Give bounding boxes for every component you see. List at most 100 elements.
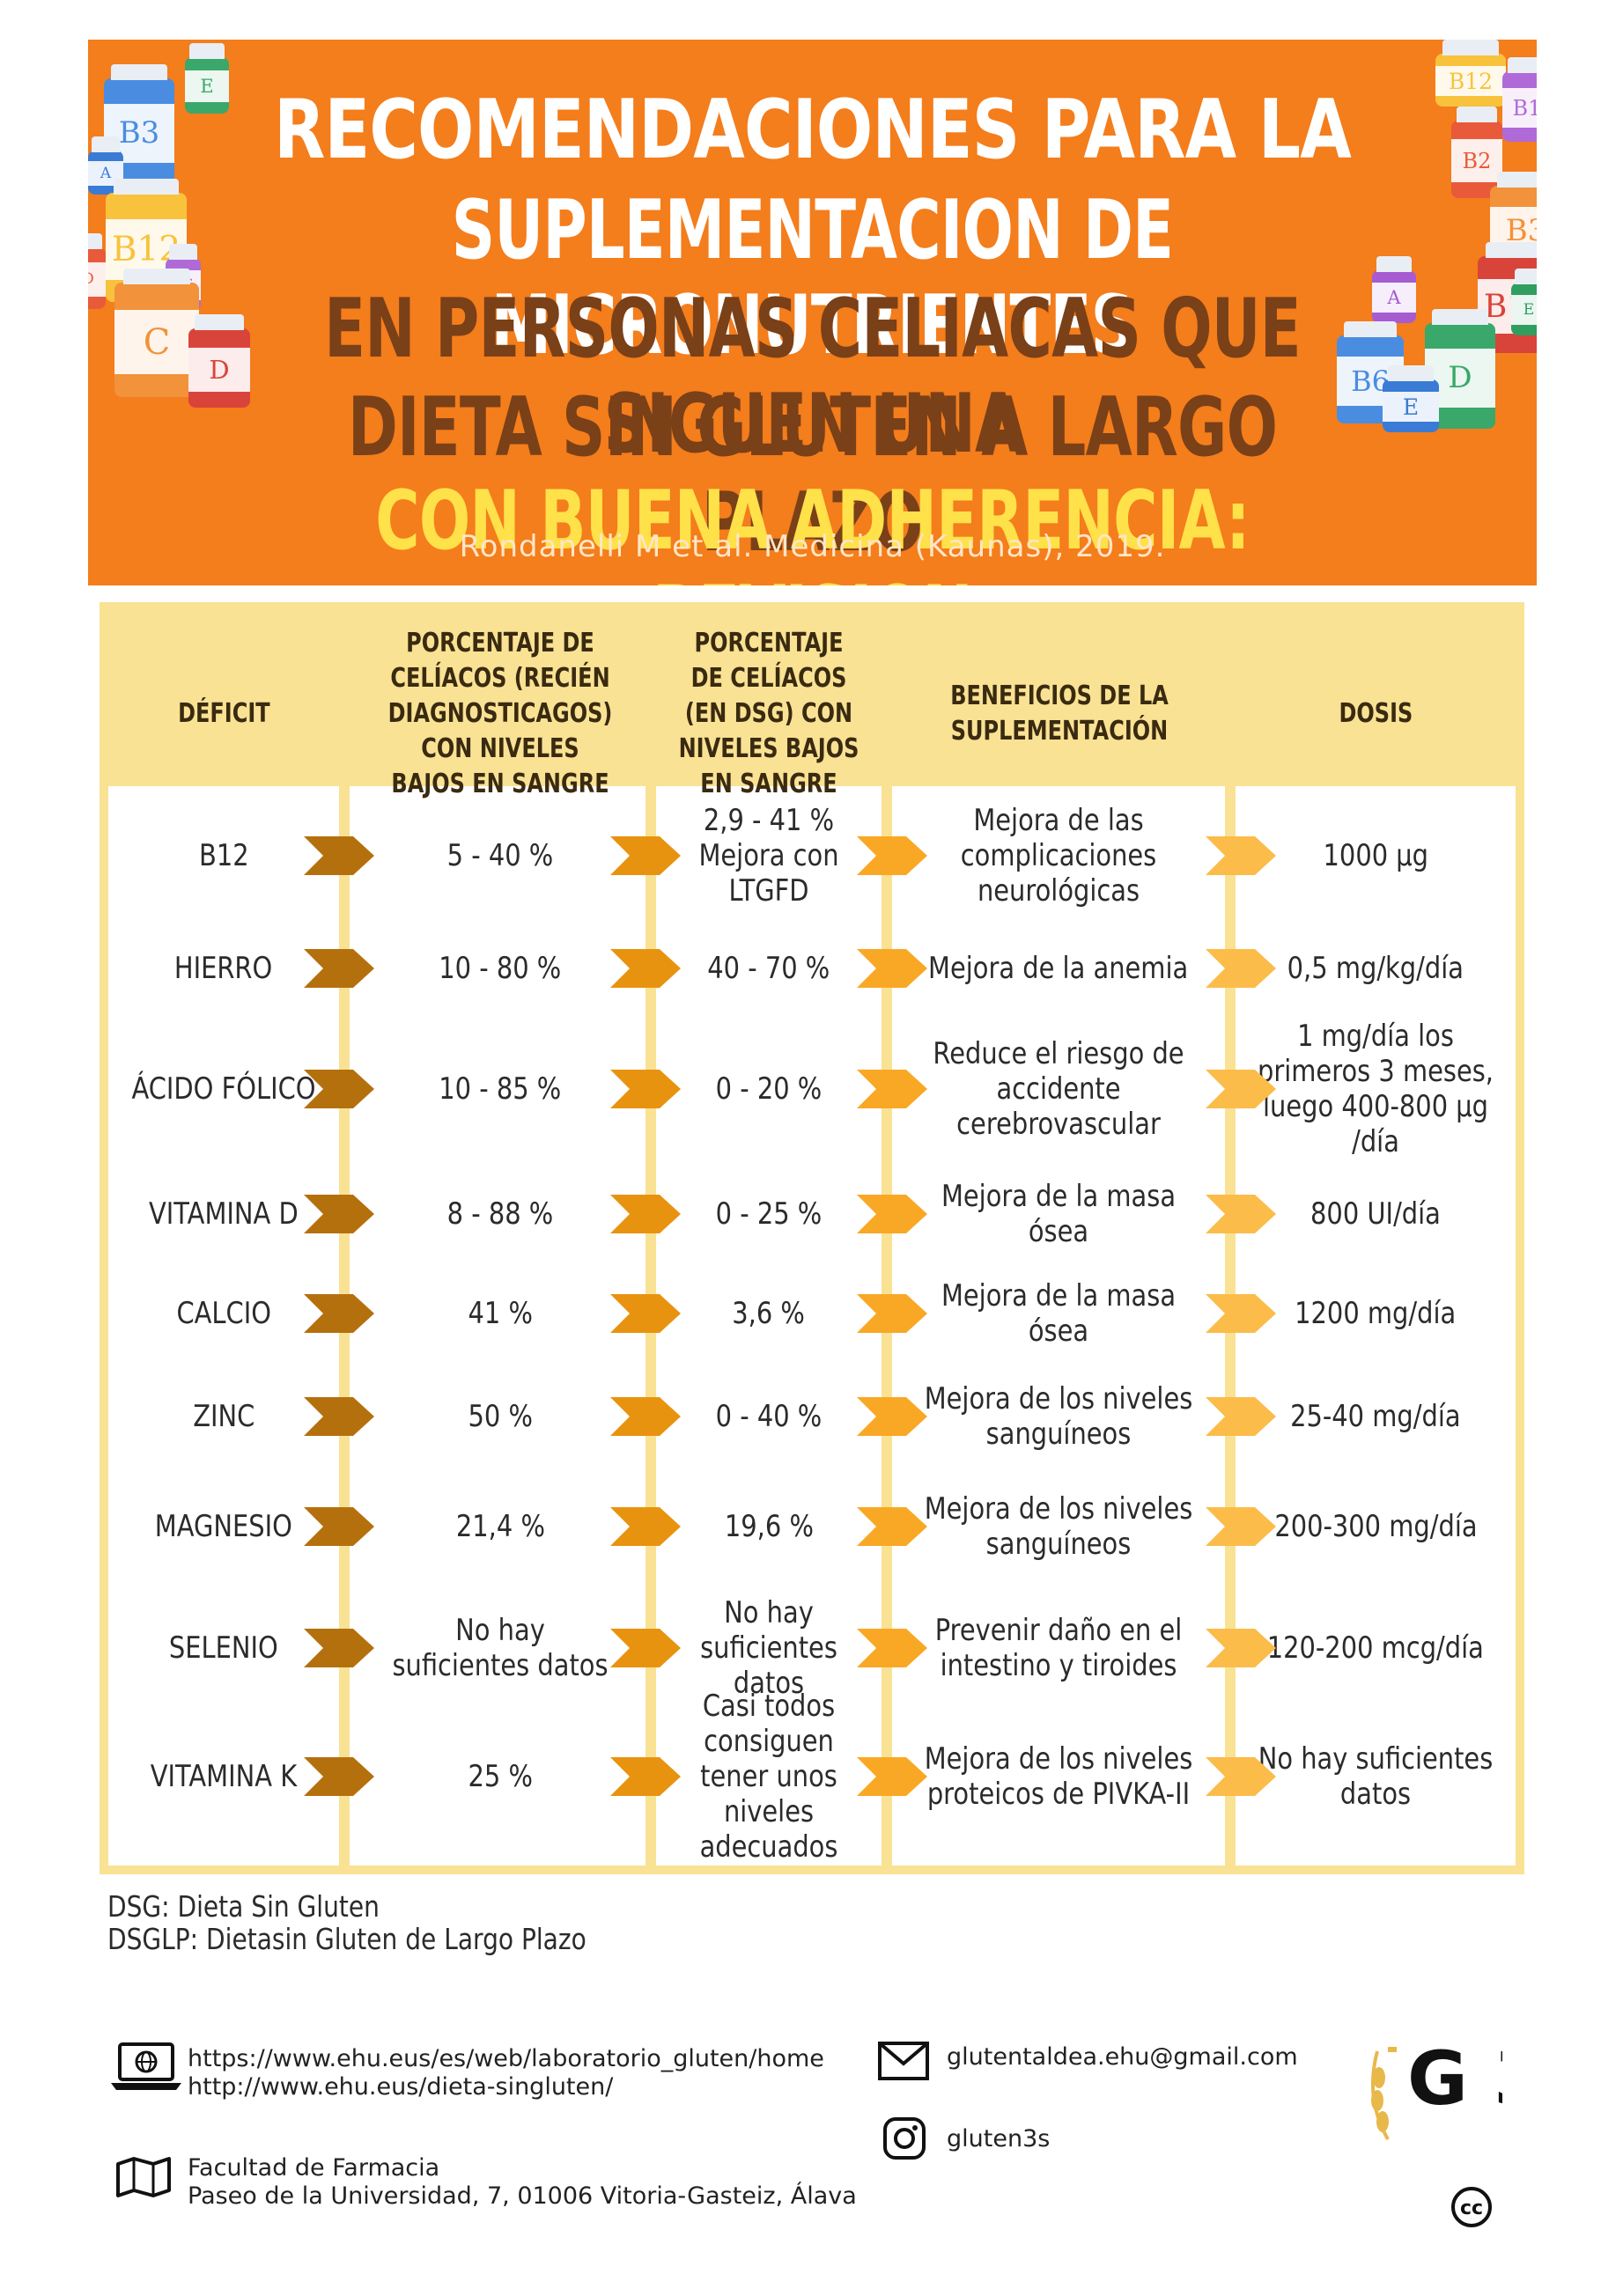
dosis-cell-text: 1000 μg bbox=[1323, 838, 1428, 873]
chevron-arrow-icon bbox=[857, 949, 927, 988]
chevron-arrow-icon bbox=[1206, 1629, 1276, 1667]
dsg-cell: 0 - 25 % bbox=[656, 1166, 882, 1262]
beneficio-cell: Prevenir daño en el intestino y tiroides bbox=[892, 1586, 1225, 1710]
mail-icon bbox=[878, 2042, 929, 2080]
chevron-arrow-icon bbox=[1206, 1757, 1276, 1796]
deficit-cell-text: ÁCIDO FÓLICO bbox=[131, 1071, 316, 1107]
recien-cell: 10 - 85 % bbox=[364, 1023, 637, 1155]
column-beneficio bbox=[892, 622, 1225, 1866]
chevron-arrow-icon bbox=[304, 949, 374, 988]
dosis-cell: No hay suficientes datos bbox=[1236, 1715, 1516, 1838]
beneficio-cell-text: Mejora de las complicaciones neurológica… bbox=[960, 803, 1157, 909]
bottle-label: E bbox=[185, 70, 229, 103]
vitamin-bottle: E bbox=[185, 43, 229, 114]
dsg-cell: 0 - 20 % bbox=[656, 1023, 882, 1155]
creative-commons-icon: cc bbox=[1451, 2187, 1492, 2227]
chevron-arrow-icon bbox=[304, 1629, 374, 1667]
chevron-arrow-icon bbox=[610, 949, 681, 988]
deficit-cell-text: MAGNESIO bbox=[154, 1509, 293, 1544]
chevron-arrow-icon bbox=[304, 1757, 374, 1796]
bottle-cap bbox=[1343, 321, 1398, 337]
recien-cell-text: 5 - 40 % bbox=[446, 838, 554, 873]
bottle-cap bbox=[1442, 40, 1499, 55]
title-line-2: SUPLEMENTACION DE MICRONUTRIENTES bbox=[451, 182, 1174, 373]
chevron-arrow-icon bbox=[610, 1757, 681, 1796]
chevron-arrow-icon bbox=[857, 836, 927, 875]
deficit-cell-text: ZINC bbox=[192, 1399, 255, 1434]
chevron-arrow-icon bbox=[304, 1507, 374, 1546]
deficit-cell: MAGNESIO bbox=[108, 1474, 339, 1579]
dosis-cell-text: 120-200 mcg/día bbox=[1266, 1630, 1485, 1666]
dosis-cell-text: 25-40 mg/día bbox=[1290, 1399, 1461, 1434]
dosis-cell: 800 UI/día bbox=[1236, 1166, 1516, 1262]
bottle-cap bbox=[1432, 309, 1488, 325]
recien-cell: 8 - 88 % bbox=[364, 1166, 637, 1262]
dosis-cell-text: 0,5 mg/kg/día bbox=[1287, 951, 1464, 986]
bottle-cap bbox=[1507, 57, 1537, 73]
chevron-arrow-icon bbox=[610, 1294, 681, 1333]
vitamin-bottle: A bbox=[1372, 256, 1416, 323]
website-link-2[interactable]: http://www.ehu.eus/dieta-singluten/ bbox=[188, 2073, 614, 2101]
dosis-cell-text: 800 UI/día bbox=[1310, 1196, 1441, 1232]
beneficio-cell-text: Mejora de los niveles proteicos de PIVKA… bbox=[924, 1741, 1193, 1812]
recien-cell-text: No hay suficientes datos bbox=[392, 1613, 609, 1683]
note-dsglp: DSGLP: Dietasin Gluten de Largo Plazo bbox=[107, 1922, 586, 1956]
vitamin-bottle: E bbox=[1511, 269, 1537, 335]
bottle-label: B2 bbox=[1451, 139, 1502, 183]
chevron-arrow-icon bbox=[304, 1294, 374, 1333]
header-banner: B3EAB12B6DCD B12B1B2B3B12AEB6DE RECOMEND… bbox=[88, 40, 1537, 585]
vitamin-bottle: E bbox=[1383, 365, 1439, 432]
bottle-cap bbox=[111, 64, 167, 80]
bottle-label: D bbox=[88, 261, 106, 297]
bottle-cap bbox=[189, 43, 225, 59]
chevron-arrow-icon bbox=[304, 1397, 374, 1436]
chevron-arrow-icon bbox=[304, 1195, 374, 1233]
beneficio-cell: Mejora de los niveles sanguíneos bbox=[892, 1474, 1225, 1579]
chevron-arrow-icon bbox=[857, 1629, 927, 1667]
beneficio-cell-text: Prevenir daño en el intestino y tiroides bbox=[934, 1613, 1183, 1683]
dosis-cell-text: No hay suficientes datos bbox=[1258, 1741, 1494, 1812]
dsg-cell: 40 - 70 % bbox=[656, 919, 882, 1018]
beneficio-cell: Mejora de la masa ósea bbox=[892, 1268, 1225, 1359]
dosis-cell: 1200 mg/día bbox=[1236, 1268, 1516, 1359]
beneficio-cell-text: Mejora de los niveles sanguíneos bbox=[924, 1381, 1193, 1452]
deficit-cell: CALCIO bbox=[108, 1268, 339, 1359]
deficit-cell: HIERRO bbox=[108, 919, 339, 1018]
recien-cell: 5 - 40 % bbox=[364, 798, 637, 914]
email-link[interactable]: glutentaldea.ehu@gmail.com bbox=[947, 2043, 1298, 2071]
chevron-arrow-icon bbox=[1206, 1397, 1276, 1436]
bottle-cap bbox=[169, 244, 197, 260]
recien-cell-text: 10 - 85 % bbox=[439, 1071, 562, 1107]
supplement-table: DÉFICIT PORCENTAJE DE CELÍACOS (RECIÉN D… bbox=[100, 602, 1524, 1874]
dsg-cell-text: 40 - 70 % bbox=[707, 951, 830, 986]
dosis-cell: 1000 μg bbox=[1236, 798, 1516, 914]
dsg-cell: 3,6 % bbox=[656, 1268, 882, 1359]
dsg-cell-text: Casi todos consiguen tener unos niveles … bbox=[699, 1689, 838, 1865]
beneficio-cell-text: Mejora de la anemia bbox=[928, 951, 1189, 986]
column-dsg bbox=[656, 622, 882, 1866]
recien-cell-text: 25 % bbox=[468, 1759, 533, 1794]
bottle-label: A bbox=[1372, 283, 1416, 313]
website-link-1[interactable]: https://www.ehu.eus/es/web/laboratorio_g… bbox=[188, 2045, 824, 2072]
cc-text: cc bbox=[1460, 2197, 1483, 2219]
header-deficit: DÉFICIT bbox=[177, 697, 270, 729]
chevron-arrow-icon bbox=[1206, 1195, 1276, 1233]
chevron-arrow-icon bbox=[610, 1507, 681, 1546]
recien-cell-text: 50 % bbox=[468, 1399, 533, 1434]
recien-cell: 25 % bbox=[364, 1715, 637, 1838]
dsg-cell-text: 0 - 25 % bbox=[715, 1196, 823, 1232]
dosis-cell: 1 mg/día los primeros 3 meses, luego 400… bbox=[1236, 1019, 1516, 1159]
deficit-cell: SELENIO bbox=[108, 1586, 339, 1710]
vitamin-bottle: D bbox=[88, 233, 106, 309]
address-line-1: Facultad de Farmacia bbox=[188, 2154, 440, 2182]
dsg-cell-text: No hay suficientes datos bbox=[700, 1595, 837, 1701]
column-deficit bbox=[108, 622, 339, 1866]
chevron-arrow-icon bbox=[1206, 836, 1276, 875]
header-recien: PORCENTAJE DE CELÍACOS (RECIÉN DIAGNOSTI… bbox=[387, 627, 613, 799]
dosis-cell: 0,5 mg/kg/día bbox=[1236, 919, 1516, 1018]
instagram-handle[interactable]: gluten3s bbox=[947, 2125, 1051, 2152]
recien-cell-text: 8 - 88 % bbox=[446, 1196, 554, 1232]
chevron-arrow-icon bbox=[857, 1397, 927, 1436]
dosis-cell-text: 1 mg/día los primeros 3 meses, luego 400… bbox=[1258, 1019, 1494, 1159]
bottle-cap bbox=[1515, 269, 1537, 284]
